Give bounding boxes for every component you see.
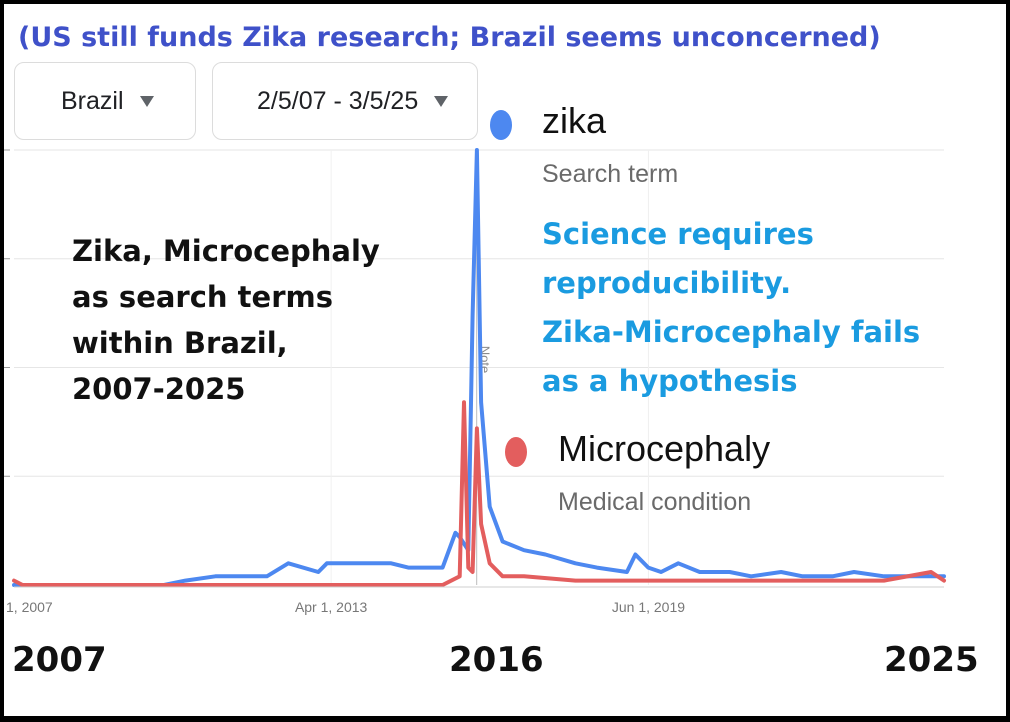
zika-series-line bbox=[12, 148, 946, 587]
microcephaly-series-line bbox=[12, 400, 946, 587]
x-tick-label: Jun 1, 2019 bbox=[612, 599, 685, 615]
year-label-2025: 2025 bbox=[884, 640, 979, 680]
hypothesis-note-line: Zika-Microcephaly fails bbox=[542, 315, 921, 349]
context-note-line: 2007-2025 bbox=[72, 372, 246, 406]
x-tick-label: Apr 1, 2013 bbox=[295, 599, 368, 615]
hypothesis-note-line: Science requires bbox=[542, 217, 814, 251]
hypothesis-note-line: reproducibility. bbox=[542, 266, 792, 300]
year-label-2016: 2016 bbox=[449, 640, 544, 680]
microcephaly-legend-sub: Medical condition bbox=[558, 488, 752, 516]
context-note-line: as search terms bbox=[72, 280, 333, 314]
context-note: Zika, Microcephaly as search terms withi… bbox=[72, 228, 380, 412]
context-note-line: Zika, Microcephaly bbox=[72, 234, 380, 268]
caret-down-icon bbox=[139, 95, 154, 107]
zika-legend-name: zika bbox=[542, 100, 607, 141]
date-range-label: 2/5/07 - 3/5/25 bbox=[257, 86, 419, 115]
caret-down-icon bbox=[434, 95, 449, 107]
microcephaly-legend-dot-icon bbox=[505, 437, 527, 467]
headline: (US still funds Zika research; Brazil se… bbox=[18, 22, 881, 53]
microcephaly-legend-name: Microcephaly bbox=[558, 428, 771, 469]
hypothesis-note: Science requires reproducibility. Zika-M… bbox=[542, 210, 920, 406]
region-select-label: Brazil bbox=[61, 86, 124, 115]
context-note-line: within Brazil, bbox=[72, 326, 288, 360]
hypothesis-note-line: as a hypothesis bbox=[542, 364, 798, 398]
zika-legend-sub: Search term bbox=[542, 160, 679, 188]
year-label-2007: 2007 bbox=[12, 640, 107, 680]
region-select[interactable]: Brazil bbox=[14, 62, 196, 140]
zika-legend-dot-icon bbox=[490, 110, 512, 140]
x-tick-label: 1, 2007 bbox=[6, 599, 53, 615]
date-range-select[interactable]: 2/5/07 - 3/5/25 bbox=[212, 62, 478, 140]
